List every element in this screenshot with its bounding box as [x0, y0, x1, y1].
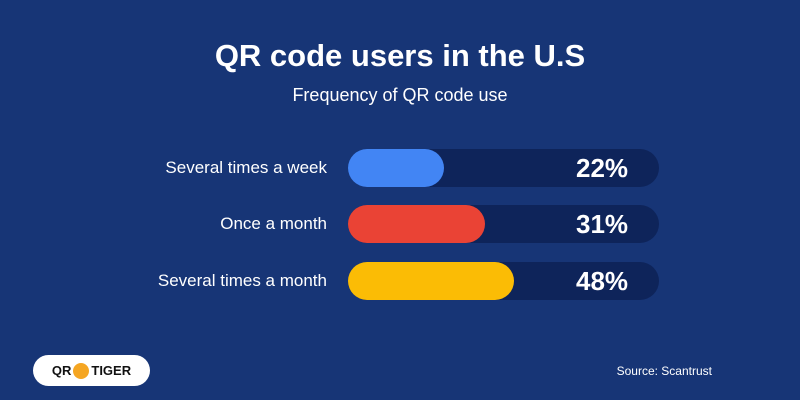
value-label: 22%: [576, 153, 629, 183]
value-label: 31%: [576, 209, 629, 239]
tiger-icon: [73, 362, 90, 379]
logo-text-right: TIGER: [91, 363, 132, 378]
bar: [348, 205, 485, 243]
category-label: Once a month: [220, 214, 327, 233]
value-label: 48%: [576, 266, 629, 296]
category-label: Several times a week: [165, 158, 327, 177]
source-note: Source: Scantrust: [616, 364, 712, 378]
bar-track: 31%: [348, 205, 659, 243]
qr-tiger-logo: QR TIGER: [33, 355, 150, 386]
chart-subtitle: Frequency of QR code use: [292, 85, 508, 105]
chart-title: QR code users in the U.S: [214, 38, 586, 73]
bar: [348, 262, 515, 300]
bar: [348, 149, 445, 187]
logo-text-left: QR: [51, 363, 72, 378]
category-label: Several times a month: [157, 271, 327, 290]
bar-track: 22%: [348, 149, 659, 187]
bar-track: 48%: [348, 262, 659, 300]
